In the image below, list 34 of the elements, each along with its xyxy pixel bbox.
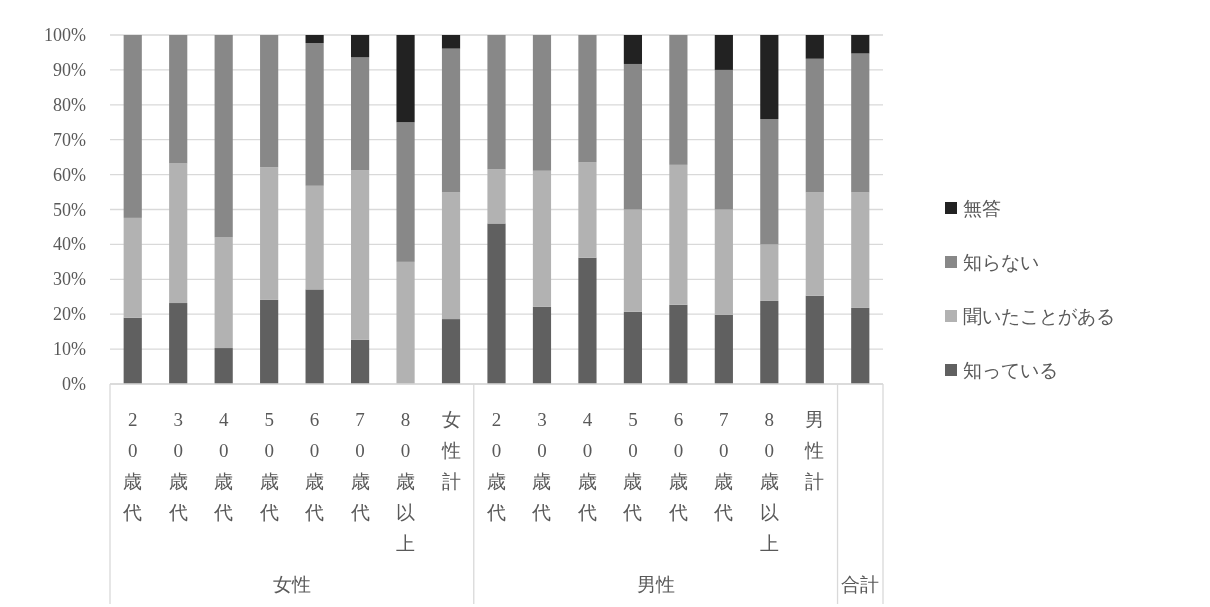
x-tick-label: 50歳代 — [623, 409, 643, 523]
y-tick-label: 30% — [53, 269, 86, 290]
y-tick-label: 40% — [53, 234, 86, 255]
y-tick-label: 0% — [62, 374, 86, 394]
y-tick-label: 70% — [53, 129, 86, 150]
y-tick-label: 90% — [53, 59, 86, 80]
x-tick-label: 80歳以上 — [396, 409, 416, 554]
legend-label: 知っている — [963, 359, 1058, 381]
x-tick-label: 20歳代 — [487, 409, 506, 523]
x-tick-label: 70歳代 — [714, 409, 734, 523]
x-tick-label: 60歳代 — [668, 409, 688, 523]
y-tick-label: 80% — [53, 94, 86, 115]
y-tick-label: 10% — [53, 339, 86, 360]
group-label: 合計 — [841, 574, 880, 595]
group-label: 男性 — [636, 574, 675, 595]
y-tick-label: 50% — [53, 199, 86, 220]
x-tick-label: 30歳代 — [168, 409, 188, 523]
y-tick-label: 20% — [53, 304, 86, 325]
x-tick-label: 70歳代 — [350, 409, 370, 523]
legend-label: 聞いたことがある — [963, 305, 1115, 327]
x-tick-label: 40歳代 — [214, 409, 234, 523]
y-tick-label: 100% — [44, 25, 86, 45]
x-tick-label: 40歳代 — [577, 409, 597, 523]
legend-label: 知らない — [963, 251, 1039, 273]
group-label: 女性 — [272, 574, 311, 595]
x-tick-label: 男性計 — [805, 409, 825, 492]
x-tick-label: 60歳代 — [305, 409, 325, 523]
x-tick-label: 80歳以上 — [759, 409, 779, 554]
y-tick-label: 60% — [53, 164, 86, 185]
legend-label: 無答 — [963, 197, 1001, 219]
x-tick-label: 20歳代 — [123, 409, 143, 523]
x-tick-label: 50歳代 — [259, 409, 279, 523]
x-tick-label: 女性計 — [441, 409, 461, 492]
x-tick-label: 30歳代 — [532, 409, 552, 523]
